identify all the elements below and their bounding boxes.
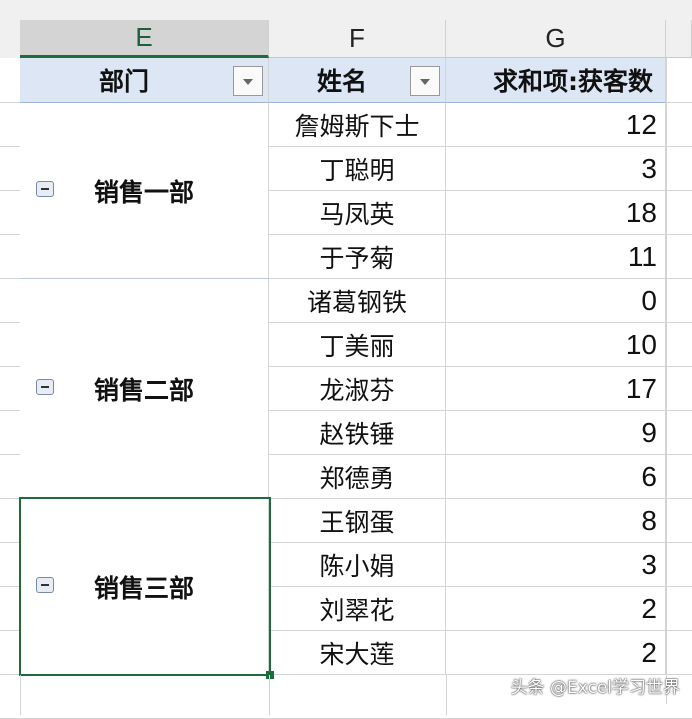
pivot-group-cell[interactable]: 销售三部 [20, 499, 269, 675]
value-cell[interactable]: 2 [446, 631, 666, 675]
name-cell[interactable]: 刘翠花 [269, 587, 446, 631]
column-gridline [666, 58, 667, 704]
name-cell[interactable]: 于予菊 [269, 235, 446, 279]
dept-label: 销售一部 [93, 178, 194, 207]
value-cell[interactable]: 11 [446, 235, 666, 279]
name-cell[interactable]: 宋大莲 [269, 631, 446, 675]
value-cell[interactable]: 0 [446, 279, 666, 323]
value-cell[interactable]: 2 [446, 587, 666, 631]
name-cell[interactable]: 龙淑芬 [269, 367, 446, 411]
column-gridline [446, 675, 447, 715]
pivot-header-value: 求和项:获客数 [493, 67, 653, 96]
column-header-next[interactable] [666, 20, 692, 58]
collapse-icon[interactable] [36, 181, 54, 197]
fill-handle[interactable] [266, 671, 274, 679]
name-cell[interactable]: 丁美丽 [269, 323, 446, 367]
pivot-header-cell: 姓名 [269, 58, 446, 103]
filter-dropdown-icon[interactable] [410, 66, 440, 96]
pivot-header-cell: 部门 [20, 58, 269, 103]
pivot-header-dept: 部门 [98, 67, 149, 96]
name-cell[interactable]: 陈小娟 [269, 543, 446, 587]
name-cell[interactable]: 马凤英 [269, 191, 446, 235]
dept-label: 销售三部 [93, 574, 194, 603]
name-cell[interactable]: 诸葛钢铁 [269, 279, 446, 323]
value-cell[interactable]: 6 [446, 455, 666, 499]
dept-label: 销售二部 [93, 376, 194, 405]
name-cell[interactable]: 丁聪明 [269, 147, 446, 191]
pivot-header-cell: 求和项:获客数 [446, 58, 666, 103]
select-all-corner[interactable] [0, 20, 20, 58]
value-cell[interactable]: 18 [446, 191, 666, 235]
name-cell[interactable]: 王钢蛋 [269, 499, 446, 543]
pivot-header-name: 姓名 [316, 67, 367, 96]
value-cell[interactable]: 3 [446, 543, 666, 587]
collapse-icon[interactable] [36, 577, 54, 593]
column-header-g[interactable]: G [446, 20, 666, 58]
value-cell[interactable]: 3 [446, 147, 666, 191]
name-cell[interactable]: 赵铁锤 [269, 411, 446, 455]
name-cell[interactable]: 郑德勇 [269, 455, 446, 499]
column-header-e[interactable]: E [20, 20, 269, 58]
value-cell[interactable]: 17 [446, 367, 666, 411]
value-cell[interactable]: 8 [446, 499, 666, 543]
pivot-group-cell[interactable]: 销售二部 [20, 279, 269, 499]
pivot-group-cell[interactable]: 销售一部 [20, 103, 269, 279]
collapse-icon[interactable] [36, 379, 54, 395]
filter-dropdown-icon[interactable] [233, 66, 263, 96]
value-cell[interactable]: 9 [446, 411, 666, 455]
name-cell[interactable]: 詹姆斯下士 [269, 103, 446, 147]
column-gridline [20, 675, 21, 715]
value-cell[interactable]: 10 [446, 323, 666, 367]
ribbon-edge [0, 0, 692, 20]
column-gridline [269, 675, 270, 715]
value-cell[interactable]: 12 [446, 103, 666, 147]
column-header-f[interactable]: F [269, 20, 446, 58]
watermark: 头条 @Excel学习世界 [510, 678, 680, 698]
